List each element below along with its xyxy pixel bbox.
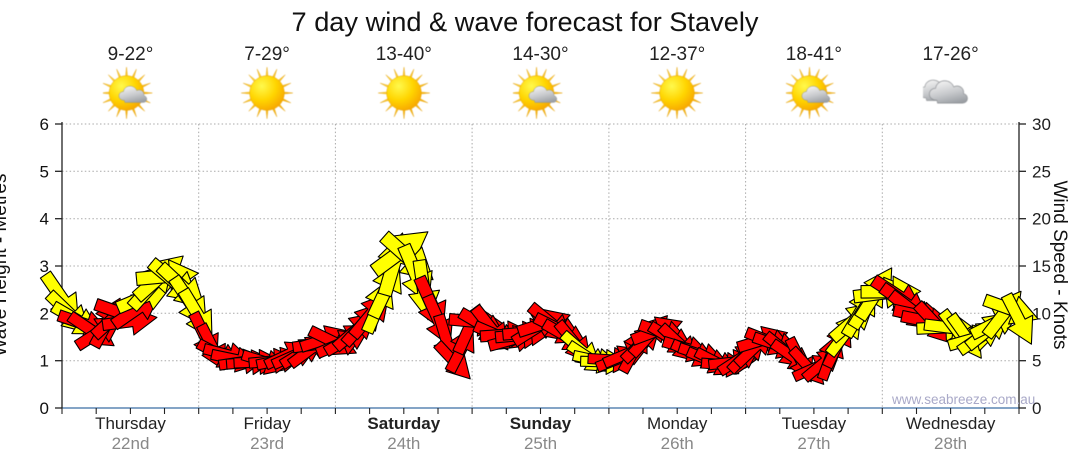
svg-text:6: 6 (40, 115, 49, 134)
svg-text:5: 5 (40, 162, 49, 181)
svg-text:2: 2 (40, 304, 49, 323)
svg-text:1: 1 (40, 352, 49, 371)
svg-text:5: 5 (1032, 352, 1041, 371)
svg-text:4: 4 (40, 210, 49, 229)
svg-text:30: 30 (1032, 115, 1051, 134)
svg-text:25: 25 (1032, 162, 1051, 181)
svg-text:0: 0 (40, 399, 49, 418)
